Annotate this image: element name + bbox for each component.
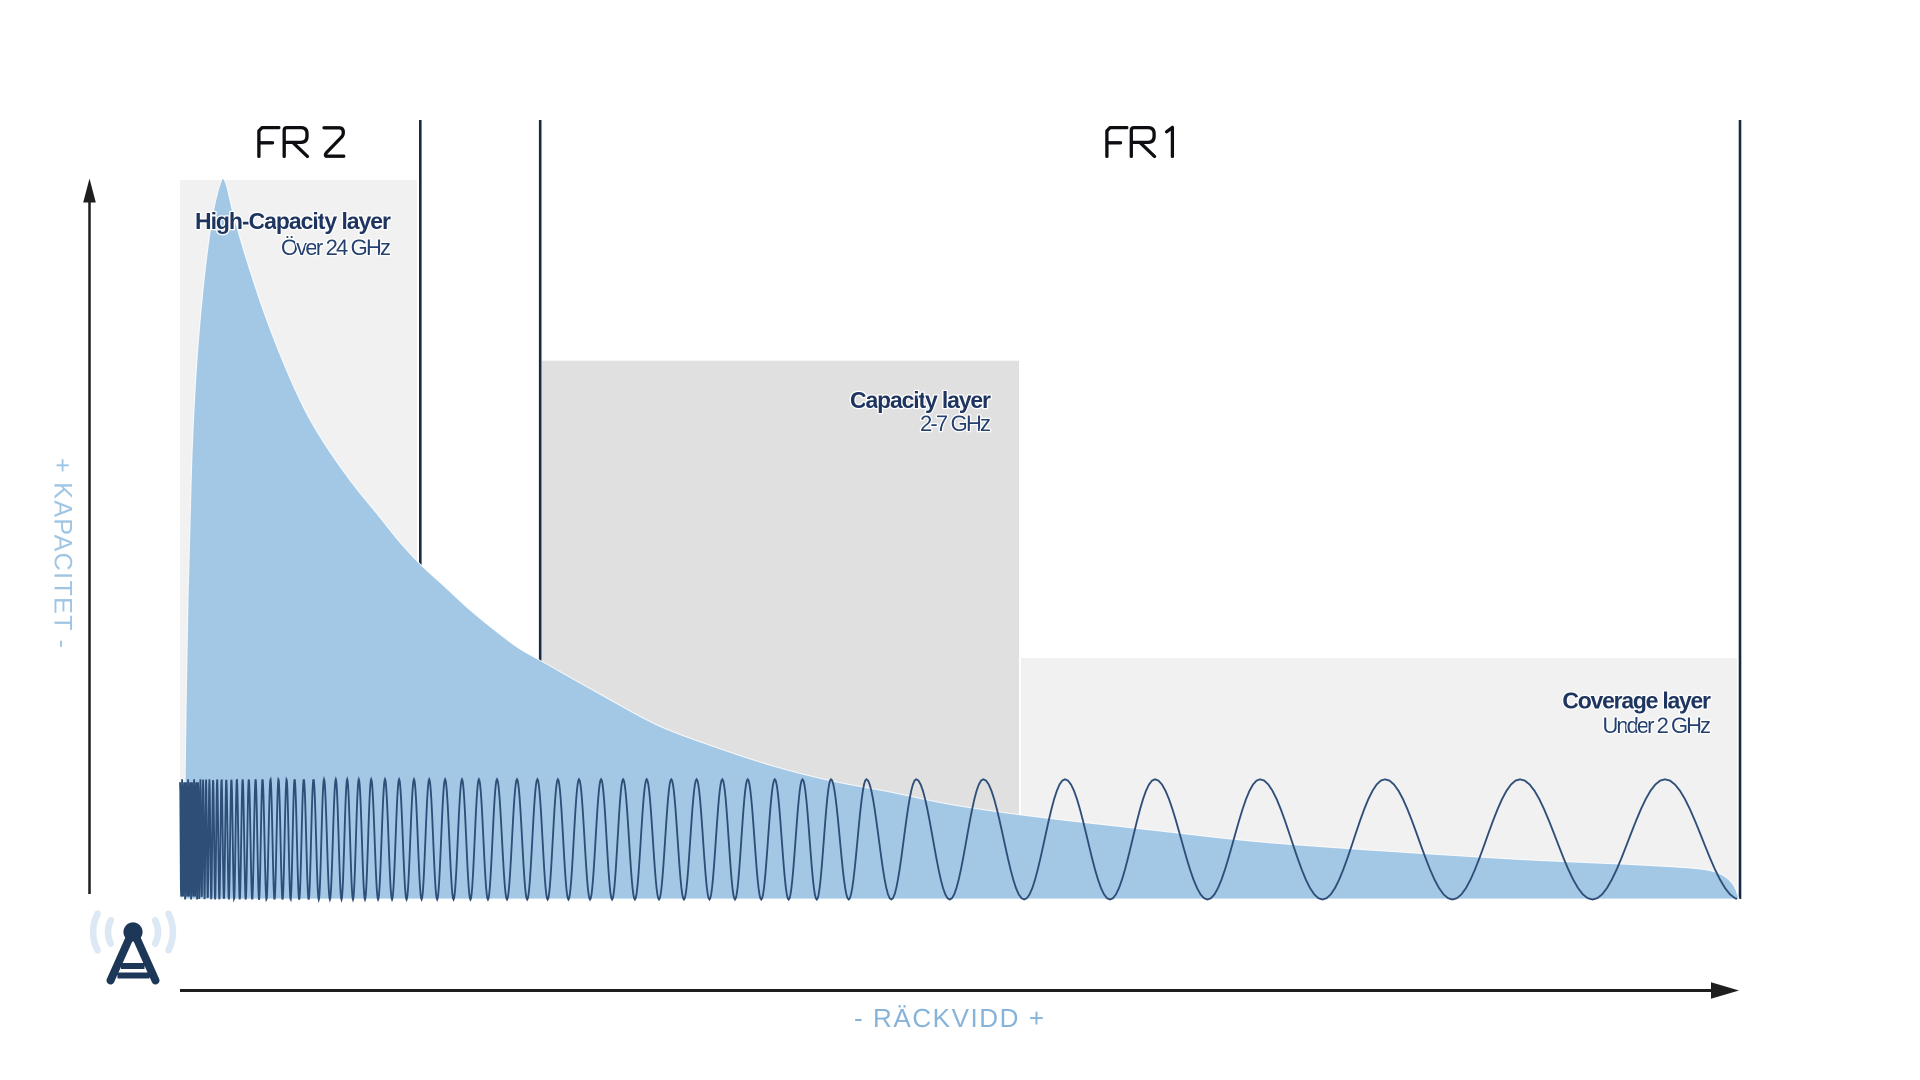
svg-text:Under 2 GHz: Under 2 GHz bbox=[1603, 713, 1712, 738]
svg-text:2-7 GHz: 2-7 GHz bbox=[920, 411, 991, 436]
svg-text:Över 24 GHz: Över 24 GHz bbox=[281, 235, 391, 260]
svg-text:High-Capacity layer: High-Capacity layer bbox=[195, 208, 391, 234]
svg-text:- RÄCKVIDD +: - RÄCKVIDD + bbox=[854, 1003, 1044, 1033]
svg-text:Coverage layer: Coverage layer bbox=[1562, 688, 1711, 714]
svg-text:Capacity layer: Capacity layer bbox=[850, 387, 991, 413]
svg-text:+ KAPACITET -: + KAPACITET - bbox=[49, 458, 77, 648]
